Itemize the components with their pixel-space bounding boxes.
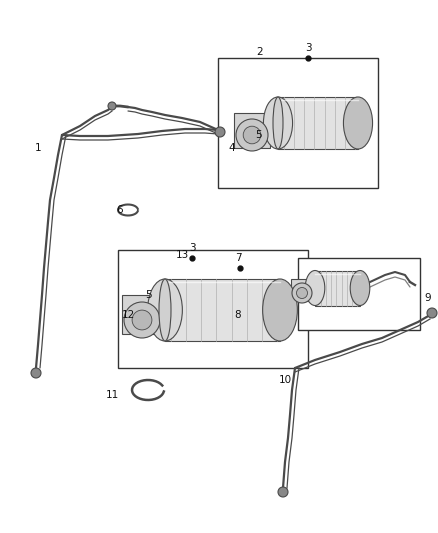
Circle shape — [292, 283, 312, 303]
Bar — [291, 279, 313, 301]
Ellipse shape — [273, 97, 283, 149]
Circle shape — [236, 119, 268, 151]
Text: 12: 12 — [121, 310, 134, 320]
Circle shape — [124, 302, 160, 338]
Circle shape — [31, 368, 41, 378]
Text: 8: 8 — [235, 310, 241, 320]
Ellipse shape — [263, 279, 297, 341]
Ellipse shape — [263, 97, 293, 149]
Ellipse shape — [159, 279, 171, 341]
Bar — [165, 279, 280, 341]
Text: 3: 3 — [305, 43, 311, 53]
Bar — [122, 295, 162, 334]
Text: 3: 3 — [189, 243, 195, 253]
Ellipse shape — [350, 271, 370, 305]
Bar — [315, 271, 360, 305]
Text: 5: 5 — [254, 130, 261, 140]
Text: 5: 5 — [145, 290, 151, 300]
Circle shape — [427, 308, 437, 318]
Text: 11: 11 — [106, 390, 119, 400]
Circle shape — [278, 487, 288, 497]
Bar — [218, 58, 378, 188]
Text: 2: 2 — [257, 47, 263, 57]
Text: 1: 1 — [35, 143, 41, 153]
Text: 13: 13 — [175, 250, 189, 260]
Ellipse shape — [305, 271, 325, 305]
Text: 6: 6 — [117, 205, 124, 215]
Ellipse shape — [148, 279, 182, 341]
Bar — [278, 97, 358, 149]
Bar — [234, 112, 270, 148]
Circle shape — [132, 310, 152, 330]
Circle shape — [297, 287, 307, 298]
Ellipse shape — [343, 97, 373, 149]
Circle shape — [215, 127, 225, 137]
Circle shape — [108, 102, 116, 110]
Bar — [298, 258, 420, 330]
Text: 10: 10 — [279, 375, 292, 385]
Bar — [118, 250, 308, 368]
Circle shape — [243, 126, 261, 144]
Text: 9: 9 — [425, 293, 431, 303]
Text: 4: 4 — [229, 143, 235, 153]
Text: 7: 7 — [235, 253, 241, 263]
